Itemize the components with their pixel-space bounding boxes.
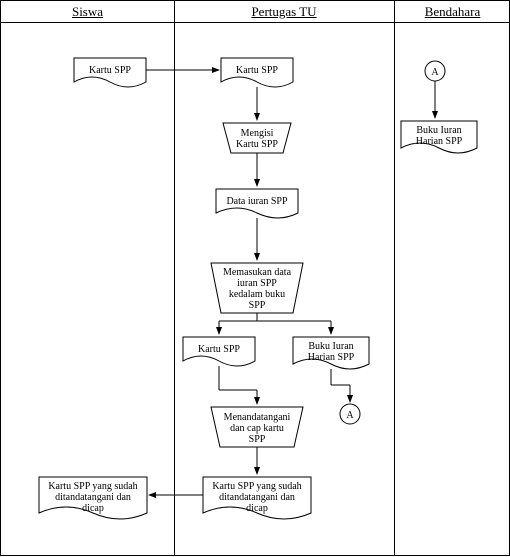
doc-tu-kartu: Kartu SPP bbox=[221, 58, 293, 87]
lane-label: Siswa bbox=[72, 4, 103, 20]
lane-label: Bendahara bbox=[425, 4, 481, 20]
node-label: SPP bbox=[249, 300, 266, 311]
node-label: Kartu SPP yang sudah bbox=[48, 481, 137, 492]
node-label: Kartu SPP bbox=[198, 344, 240, 355]
node-label: Data iuran SPP bbox=[226, 196, 288, 207]
flowchart-svg: Kartu SPP Kartu SPP Mengisi Kartu SPP Da… bbox=[1, 23, 510, 557]
node-label: Harian SPP bbox=[416, 136, 463, 147]
proc-mengisi: Mengisi Kartu SPP bbox=[223, 123, 291, 153]
node-label: Buku Iuran bbox=[308, 341, 353, 352]
flowchart-frame: Siswa Pertugas TU Bendahara Kartu SPP Ka… bbox=[0, 0, 510, 556]
node-label: iuran SPP bbox=[237, 278, 277, 289]
doc-data-iuran: Data iuran SPP bbox=[216, 189, 298, 218]
node-label: Kartu SPP yang sudah bbox=[212, 481, 301, 492]
node-label: Kartu SPP bbox=[89, 65, 131, 76]
lane-label: Pertugas TU bbox=[251, 4, 316, 20]
doc-siswa-kartu: Kartu SPP bbox=[74, 58, 146, 87]
node-label: Kartu SPP bbox=[236, 65, 278, 76]
node-label: SPP bbox=[249, 434, 266, 445]
proc-memasukan: Memasukan data iuran SPP kedalam buku SP… bbox=[211, 263, 303, 313]
node-label: Memasukan data bbox=[223, 267, 292, 278]
node-label: ditandatangani dan bbox=[219, 492, 295, 503]
node-label: dicap bbox=[246, 503, 268, 514]
node-label: Menandatangani bbox=[224, 412, 291, 423]
node-label: Kartu SPP bbox=[236, 139, 278, 150]
node-label: dan cap kartu bbox=[230, 423, 284, 434]
node-label: A bbox=[431, 67, 439, 78]
node-label: A bbox=[346, 410, 354, 421]
node-label: dicap bbox=[82, 503, 104, 514]
node-label: Harian SPP bbox=[308, 352, 355, 363]
node-label: Buku Iuran bbox=[416, 125, 461, 136]
doc-tu-kartu2: Kartu SPP bbox=[183, 337, 255, 366]
node-label: ditandatangani dan bbox=[55, 492, 131, 503]
lane-header-bendahara: Bendahara bbox=[394, 1, 510, 23]
doc-tu-final: Kartu SPP yang sudah ditandatangani dan … bbox=[203, 477, 311, 519]
doc-tu-buku: Buku Iuran Harian SPP bbox=[293, 337, 369, 369]
doc-bendahara-buku: Buku Iuran Harian SPP bbox=[401, 121, 477, 153]
node-label: kedalam buku bbox=[229, 289, 285, 300]
proc-menandatangani: Menandatangani dan cap kartu SPP bbox=[211, 407, 303, 447]
node-label: Mengisi bbox=[241, 128, 274, 139]
lane-header-pertugas: Pertugas TU bbox=[174, 1, 394, 23]
doc-siswa-final: Kartu SPP yang sudah ditandatangani dan … bbox=[39, 477, 147, 519]
lane-header-siswa: Siswa bbox=[1, 1, 174, 23]
